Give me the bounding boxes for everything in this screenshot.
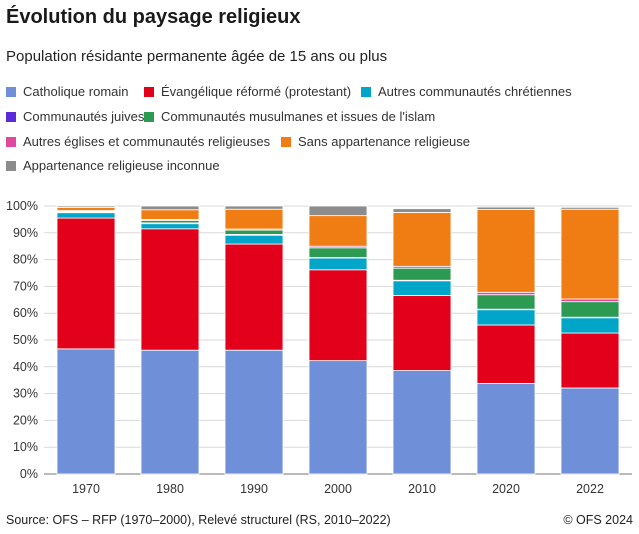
bar-segment <box>392 267 452 281</box>
legend-label: Évangélique réformé (protestant) <box>161 84 352 99</box>
bar-segment <box>476 383 536 475</box>
y-tick-label: 10% <box>13 440 38 454</box>
bar-segment <box>476 324 536 384</box>
legend-item-sans-appartenance[interactable]: Sans appartenance religieuse <box>281 134 470 149</box>
y-tick-label: 0% <box>20 467 38 481</box>
bar-segment <box>392 208 452 213</box>
bar-segment <box>308 247 368 258</box>
bar-segment <box>308 360 368 475</box>
legend-swatch <box>6 161 16 171</box>
bar-segment <box>56 348 116 475</box>
legend-label: Appartenance religieuse inconnue <box>23 158 220 173</box>
legend-label: Catholique romain <box>23 84 129 99</box>
bar-segment <box>56 206 116 211</box>
y-tick-label: 40% <box>13 360 38 374</box>
bar-segment <box>560 206 620 210</box>
bar-segment <box>224 205 284 210</box>
bar-segment <box>560 387 620 475</box>
x-tick-label: 1990 <box>240 482 268 496</box>
bar-segment <box>224 208 284 230</box>
legend-label: Autres communautés chrétiennes <box>378 84 572 99</box>
bar-segment <box>560 301 620 318</box>
bar-segment <box>140 349 200 475</box>
legend-label: Communautés musulmanes et issues de l'is… <box>161 109 436 124</box>
legend-swatch <box>6 137 16 147</box>
bar-segment <box>56 212 116 219</box>
legend-item-musulmanes[interactable]: Communautés musulmanes et issues de l'is… <box>144 109 435 124</box>
legend-swatch <box>144 87 154 97</box>
y-tick-label: 60% <box>13 306 38 320</box>
legend-swatch <box>361 87 371 97</box>
bar-segment <box>224 234 284 245</box>
bar-segment <box>140 205 200 211</box>
x-tick-label: 1970 <box>72 482 100 496</box>
bar-segment <box>560 298 620 303</box>
legend-swatch <box>281 137 291 147</box>
bar-segment <box>392 212 452 267</box>
bar-segment <box>476 206 536 210</box>
bar-segment <box>140 223 200 230</box>
bar-segment <box>308 257 368 271</box>
y-tick-label: 90% <box>13 226 38 240</box>
source-note: Source: OFS – RFP (1970–2000), Relevé st… <box>6 513 391 527</box>
y-tick-label: 70% <box>13 279 38 293</box>
stacked-bar-chart: 0% 10% 20% 30% 40% 50% 60% 70% 80% 90% 100% 1970 198… <box>6 199 632 496</box>
bar-segment <box>476 294 536 310</box>
copyright-note: © OFS 2024 <box>563 513 633 527</box>
y-tick-label: 100% <box>6 199 38 213</box>
bar-segment <box>308 215 368 247</box>
x-tick-label: 2020 <box>492 482 520 496</box>
y-tick-label: 80% <box>13 253 38 267</box>
bar-segment <box>224 349 284 475</box>
bar-segment <box>140 228 200 351</box>
x-tick-label: 2000 <box>324 482 352 496</box>
x-tick-label: 2010 <box>408 482 436 496</box>
legend-item-evangelique[interactable]: Évangélique réformé (protestant) <box>144 84 351 99</box>
y-tick-label: 20% <box>13 413 38 427</box>
bar-segment <box>392 370 452 475</box>
bar-segment <box>224 243 284 351</box>
x-tick-label: 2022 <box>576 482 604 496</box>
bar-segment <box>308 205 368 217</box>
bar-segment <box>560 208 620 300</box>
legend-label: Sans appartenance religieuse <box>298 134 471 149</box>
bar-segment <box>56 217 116 350</box>
legend-item-inconnue[interactable]: Appartenance religieuse inconnue <box>6 158 220 173</box>
legend-item-catholique[interactable]: Catholique romain <box>6 84 129 99</box>
bar-segment <box>392 295 452 371</box>
x-tick-label: 1980 <box>156 482 184 496</box>
legend-label: Autres églises et communautés religieuse… <box>23 134 271 149</box>
legend-swatch <box>144 112 154 122</box>
chart-title: Évolution du paysage religieux <box>6 6 301 28</box>
legend-item-juives[interactable]: Communautés juives <box>6 109 144 124</box>
legend-swatch <box>6 112 16 122</box>
y-tick-label: 30% <box>13 387 38 401</box>
bar-segment <box>224 229 284 235</box>
y-tick-label: 50% <box>13 333 38 347</box>
legend-item-autres-eglises[interactable]: Autres églises et communautés religieuse… <box>6 134 270 149</box>
bar-segment <box>476 309 536 326</box>
legend-item-autres-chretiennes[interactable]: Autres communautés chrétiennes <box>361 84 572 99</box>
bar-segment <box>560 317 620 334</box>
bar-segment <box>560 332 620 389</box>
bar-segment <box>392 280 452 296</box>
legend-swatch <box>6 87 16 97</box>
bar-segment <box>56 205 116 208</box>
bar-segment <box>476 209 536 293</box>
legend-label: Communautés juives <box>23 109 145 124</box>
chart-subtitle: Population résidante permanente âgée de … <box>6 48 388 65</box>
bar-segment <box>308 269 368 362</box>
bar-segment <box>140 209 200 220</box>
